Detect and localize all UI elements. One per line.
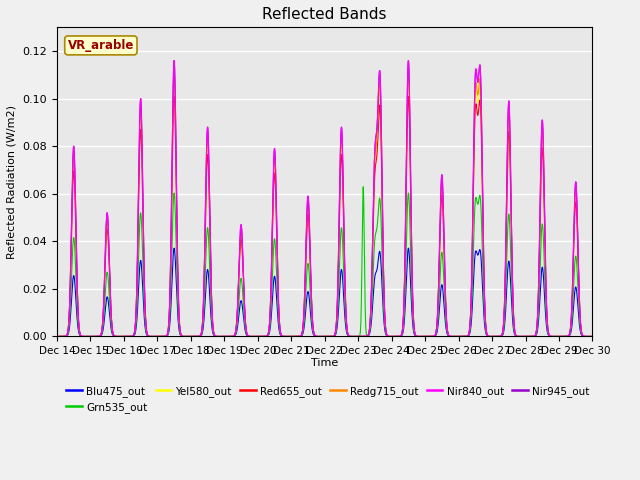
Text: VR_arable: VR_arable	[68, 39, 134, 52]
Y-axis label: Reflected Radiation (W/m2): Reflected Radiation (W/m2)	[7, 105, 17, 259]
Legend: Blu475_out, Grn535_out, Yel580_out, Red655_out, Redg715_out, Nir840_out, Nir945_: Blu475_out, Grn535_out, Yel580_out, Red6…	[62, 382, 593, 417]
Title: Reflected Bands: Reflected Bands	[262, 7, 387, 22]
X-axis label: Time: Time	[311, 358, 339, 368]
